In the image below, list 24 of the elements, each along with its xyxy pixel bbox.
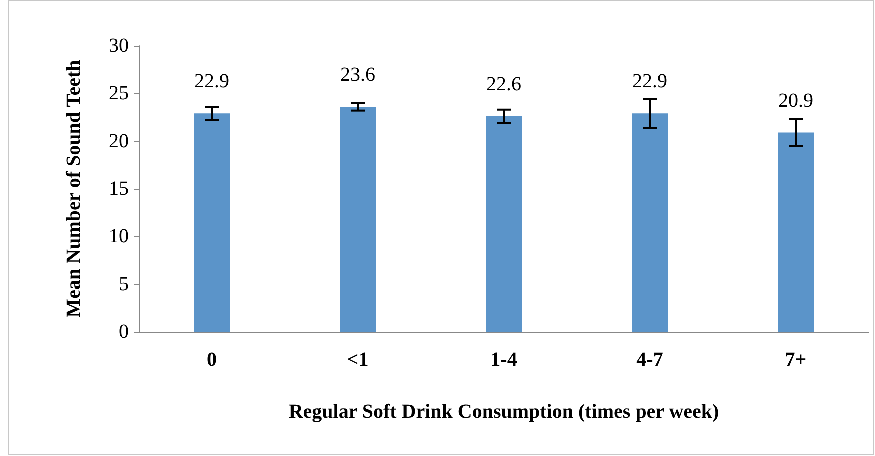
data-label: 23.6	[340, 64, 376, 86]
bar	[778, 132, 814, 332]
bar	[632, 114, 668, 332]
y-tick-label: 15	[109, 178, 129, 200]
x-tick-label: 1-4	[490, 349, 518, 371]
y-tick-label: 20	[109, 130, 129, 152]
y-tick-label: 5	[119, 273, 129, 296]
x-axis-title: Regular Soft Drink Consumption (times per week)	[288, 401, 720, 423]
data-label: 20.9	[778, 90, 814, 112]
y-tick-label: 10	[109, 226, 129, 248]
y-tick-label: 25	[109, 82, 129, 105]
bar	[486, 116, 522, 332]
x-tick-label: 0	[207, 349, 217, 371]
y-axis-title: Mean Number of Sound Teeth	[63, 60, 85, 318]
y-tick-label: 0	[119, 321, 129, 343]
x-tick-label: 7+	[785, 349, 807, 371]
data-label: 22.6	[486, 74, 522, 96]
y-tick-label: 30	[109, 35, 129, 57]
x-tick-label: 4-7	[636, 349, 664, 371]
bar	[340, 107, 376, 332]
bar	[194, 114, 230, 332]
data-label: 22.9	[194, 70, 230, 93]
data-label: 22.9	[632, 70, 668, 93]
x-tick-label: <1	[347, 349, 369, 371]
